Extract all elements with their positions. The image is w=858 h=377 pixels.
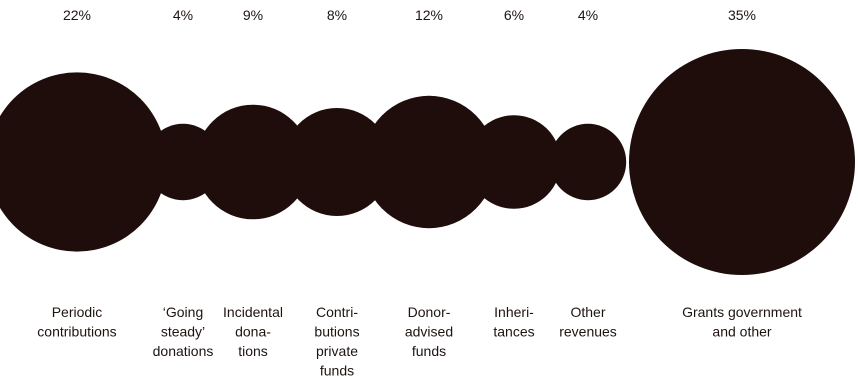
category-label-5: Inheri-tances: [493, 304, 534, 340]
value-label-7: 35%: [728, 7, 756, 23]
category-label-4: Donor-advised funds: [405, 304, 453, 359]
value-label-3: 8%: [327, 7, 347, 23]
value-label-1: 4%: [173, 7, 193, 23]
bubble-7: [629, 49, 855, 275]
bubble-5: [467, 115, 561, 209]
category-label-0: Periodic contributions: [37, 304, 116, 340]
category-label-6: Other revenues: [559, 304, 617, 340]
bubble-3: [283, 108, 391, 216]
category-label-1: ‘Going steady’ donations: [153, 304, 214, 359]
bubble-2: [195, 104, 311, 220]
bubbles: [0, 49, 855, 275]
category-label-7: Grants government and other: [682, 304, 802, 340]
value-label-0: 22%: [63, 7, 91, 23]
value-labels: 22% 4% 9% 8% 12% 6% 4% 35%: [63, 7, 756, 23]
category-labels: Periodic contributions ‘Going steady’ donati…: [37, 304, 802, 377]
value-label-5: 6%: [504, 7, 524, 23]
bubble-0: [0, 72, 167, 252]
value-label-2: 9%: [243, 7, 263, 23]
category-label-2: Incidental dona-tions: [223, 304, 283, 359]
category-label-3: Contri-butions private funds: [314, 304, 359, 377]
bubble-6: [549, 123, 627, 201]
value-label-4: 12%: [415, 7, 443, 23]
value-label-6: 4%: [578, 7, 598, 23]
bubble-4: [362, 95, 496, 229]
